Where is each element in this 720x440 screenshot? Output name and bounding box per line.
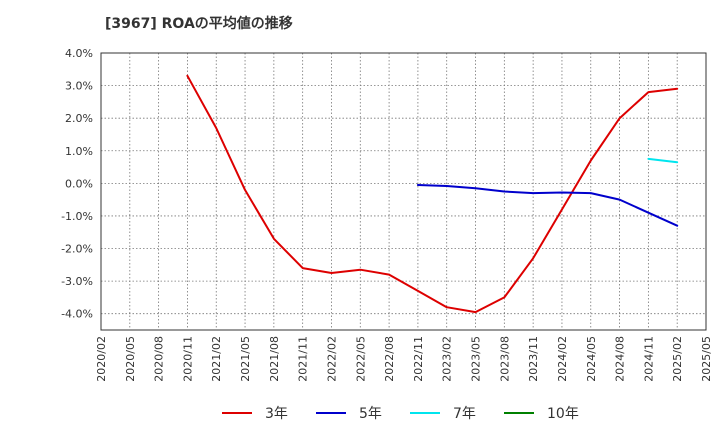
x-tick-label: 2021/08 bbox=[268, 336, 281, 382]
x-tick-label: 2022/08 bbox=[383, 336, 396, 382]
x-tick-label: 2024/08 bbox=[614, 336, 627, 382]
y-tick-label: 4.0% bbox=[65, 47, 93, 60]
grid bbox=[101, 53, 706, 330]
x-tick-label: 2023/11 bbox=[527, 336, 540, 382]
legend-label: 3年 bbox=[265, 406, 288, 422]
x-tick-label: 2020/05 bbox=[124, 336, 137, 382]
x-tick-label: 2023/08 bbox=[498, 336, 511, 382]
x-tick-label: 2020/11 bbox=[181, 336, 194, 382]
y-tick-label: 3.0% bbox=[65, 80, 93, 93]
y-tick-label: 2.0% bbox=[65, 112, 93, 125]
x-tick-label: 2022/11 bbox=[412, 336, 425, 382]
x-tick-label: 2023/05 bbox=[470, 336, 483, 382]
x-tick-label: 2022/05 bbox=[354, 336, 367, 382]
y-tick-label: 0.0% bbox=[65, 177, 93, 190]
series-line-1 bbox=[186, 74, 679, 314]
x-tick-label: 2025/05 bbox=[700, 336, 713, 382]
x-axis: 2020/02 2020/05 2020/08 2020/11 2021/02 2021/… bbox=[95, 336, 713, 382]
x-tick-label: 2020/02 bbox=[95, 336, 108, 382]
x-tick-label: 2024/05 bbox=[585, 336, 598, 382]
series-line-2 bbox=[416, 184, 679, 227]
x-tick-label: 2023/02 bbox=[441, 336, 454, 382]
x-tick-label: 2021/11 bbox=[297, 336, 310, 382]
series-line-3 bbox=[647, 157, 679, 164]
x-tick-label: 2024/11 bbox=[642, 336, 655, 382]
series-lines bbox=[186, 74, 679, 314]
legend: 3年 5年 7年 10年 bbox=[222, 406, 579, 422]
chart-title: [3967] ROAの平均値の推移 bbox=[105, 15, 293, 32]
legend-label: 7年 bbox=[453, 406, 476, 422]
legend-label: 5年 bbox=[359, 406, 382, 422]
x-tick-label: 2021/05 bbox=[239, 336, 252, 382]
y-tick-label: 1.0% bbox=[65, 145, 93, 158]
legend-label: 10年 bbox=[547, 406, 579, 422]
y-axis: 4.0% 3.0% 2.0% 1.0% 0.0% -1.0% -2.0% -3.0% -4.0% bbox=[61, 47, 93, 321]
y-tick-label: -4.0% bbox=[61, 308, 93, 321]
x-tick-label: 2021/02 bbox=[210, 336, 223, 382]
plot-frame bbox=[100, 52, 707, 331]
y-tick-label: -2.0% bbox=[61, 243, 93, 256]
x-tick-label: 2025/02 bbox=[671, 336, 684, 382]
y-tick-label: -3.0% bbox=[61, 275, 93, 288]
x-tick-label: 2024/02 bbox=[556, 336, 569, 382]
x-tick-label: 2020/08 bbox=[153, 336, 166, 382]
y-tick-label: -1.0% bbox=[61, 210, 93, 223]
x-tick-label: 2022/02 bbox=[325, 336, 338, 382]
